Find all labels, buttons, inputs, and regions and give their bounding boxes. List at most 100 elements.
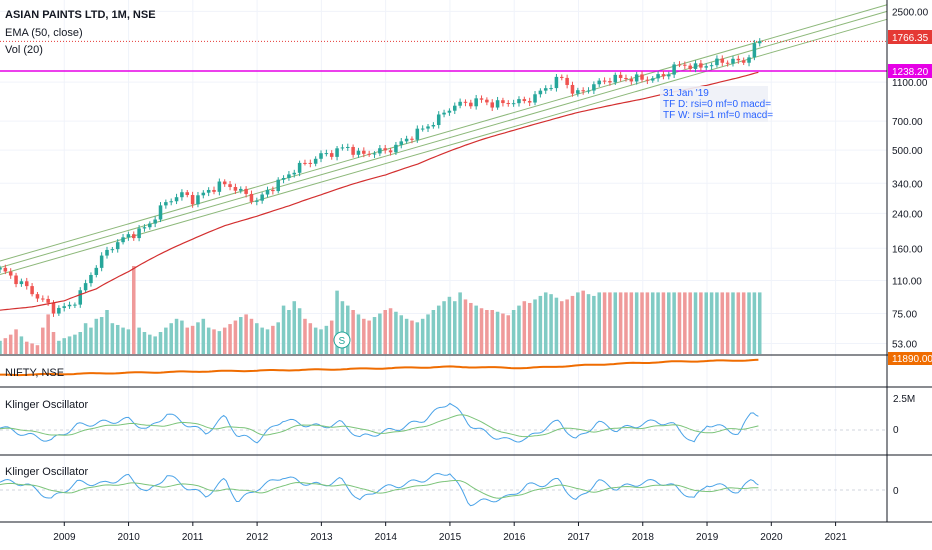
volume-bar [180, 320, 184, 354]
ema-legend[interactable]: EMA (50, close) [5, 27, 83, 39]
candle-body [110, 249, 115, 251]
volume-bar [624, 292, 628, 354]
time-tick-label: 2018 [632, 532, 655, 543]
candle-body [581, 90, 585, 92]
candle-body [281, 178, 286, 180]
volume-layer [0, 266, 762, 354]
volume-bar [629, 292, 634, 354]
candle-body [238, 188, 243, 191]
volume-bar [549, 294, 553, 354]
volume-bar [404, 318, 409, 354]
volume-bar [388, 308, 393, 354]
candle-body [560, 76, 564, 78]
volume-bar [51, 332, 56, 354]
volume-bar [351, 310, 355, 354]
split-marker[interactable] [333, 331, 351, 349]
volume-bar [110, 323, 115, 354]
candle-body [757, 41, 762, 44]
candle-body [693, 63, 698, 69]
volume-bar [324, 325, 329, 354]
klinger-2-signal-line [0, 480, 759, 499]
volume-bar [346, 305, 350, 354]
candle-body [228, 184, 232, 188]
klinger-1-legend[interactable]: Klinger Oscillator [5, 399, 88, 411]
volume-bar [613, 292, 618, 354]
time-tick-label: 2012 [246, 532, 269, 543]
volume-bar [217, 331, 222, 354]
price-tick-label: 160.00 [892, 244, 923, 255]
candle-body [233, 187, 238, 191]
candle-body [14, 275, 18, 285]
klinger-1-tick-top: 2.5M [893, 394, 915, 405]
volume-bar [228, 324, 232, 354]
candle-body [618, 74, 623, 78]
volume-bar [661, 292, 666, 354]
volume-bar [222, 327, 227, 354]
volume-bar [725, 292, 730, 354]
candle-body [747, 57, 751, 63]
volume-bar [372, 317, 377, 354]
candle-body [346, 146, 350, 148]
volume-bar [8, 334, 13, 354]
candle-body [367, 153, 371, 155]
indicators-layer [0, 358, 887, 507]
candle-body [592, 84, 596, 91]
candle-body [394, 144, 398, 153]
price-tick-label: 53.00 [892, 339, 917, 350]
nifty-legend[interactable]: NIFTY, NSE [5, 367, 64, 379]
volume-bar [741, 292, 746, 354]
volume-bar [474, 305, 478, 354]
volume-bar [313, 327, 318, 354]
time-tick-label: 2014 [375, 532, 398, 543]
volume-legend[interactable]: Vol (20) [5, 44, 43, 56]
split-marker-label: S [339, 336, 346, 347]
time-tick-label: 2016 [503, 532, 526, 543]
candle-body [549, 88, 553, 90]
volume-bar [560, 301, 564, 354]
candle-body [490, 102, 494, 108]
candle-body [83, 283, 88, 291]
volume-bar [442, 301, 446, 354]
volume-bar [62, 338, 66, 354]
price-tick-label: 700.00 [892, 117, 923, 128]
candle-body [736, 58, 741, 61]
candles-layer [0, 38, 762, 317]
candle-body [683, 64, 687, 66]
candle-body [426, 126, 430, 129]
candle-body [650, 78, 655, 81]
volume-bar [495, 311, 500, 354]
candle-body [158, 205, 163, 220]
candle-body [469, 102, 473, 107]
candle-body [271, 189, 275, 192]
volume-bar [576, 292, 580, 354]
volume-bar [752, 292, 757, 354]
klinger-2-line [0, 472, 759, 507]
volume-bar [469, 302, 473, 354]
candle-body [222, 181, 227, 185]
volume-bar [570, 295, 575, 354]
volume-bar [35, 345, 40, 354]
volume-bar [362, 318, 366, 354]
candle-body [94, 267, 99, 275]
volume-bar [672, 292, 676, 354]
candle-body [688, 65, 692, 69]
candle-body [351, 146, 355, 155]
volume-bar [190, 325, 195, 354]
candle-body [255, 200, 259, 202]
axes-layer: 2500.00 1100.00 700.00 500.00 340.00 240.00 16… [53, 7, 928, 543]
volume-bar [490, 310, 494, 354]
volume-bar [3, 338, 8, 354]
candle-body [35, 294, 40, 299]
candle-body [565, 77, 569, 85]
price-levels-layer [0, 40, 887, 72]
volume-bar [206, 327, 211, 354]
candle-body [292, 172, 297, 175]
klinger-2-legend[interactable]: Klinger Oscillator [5, 466, 88, 478]
volume-bar [431, 310, 436, 354]
time-tick-label: 2017 [567, 532, 590, 543]
volume-bar [335, 290, 339, 354]
volume-bar [276, 322, 280, 354]
